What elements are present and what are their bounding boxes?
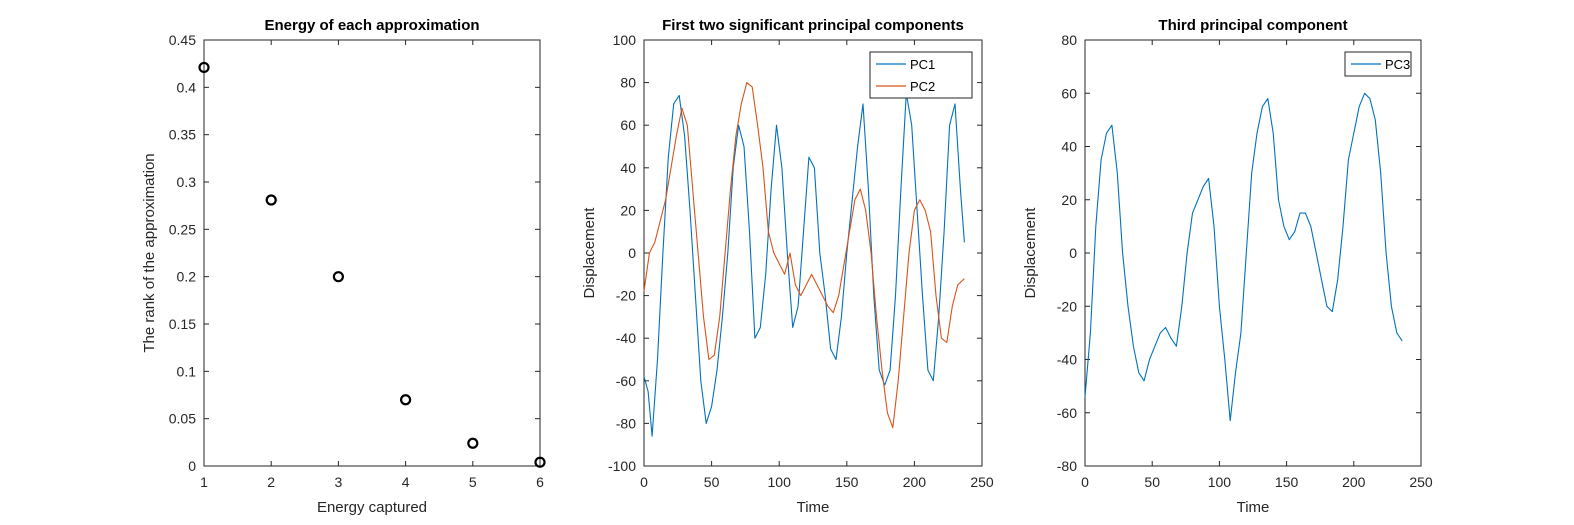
x-tick-label: 2 — [267, 474, 275, 490]
y-tick-label: 60 — [1061, 85, 1077, 101]
y-tick-label: 100 — [613, 32, 637, 48]
chart-title: Energy of each approximation — [264, 17, 479, 34]
y-tick-label: 0.4 — [177, 79, 197, 95]
x-axis-label: Time — [1237, 499, 1270, 516]
y-tick-label: 0.2 — [177, 269, 197, 285]
x-tick-label: 100 — [1208, 474, 1232, 490]
x-tick-label: 4 — [402, 474, 410, 490]
x-tick-label: 50 — [1144, 474, 1160, 490]
y-axis-label: Displacement — [1022, 207, 1039, 299]
y-tick-label: 0.15 — [169, 316, 196, 332]
y-tick-label: 80 — [620, 75, 636, 91]
chart-title: Third principal component — [1158, 17, 1347, 34]
series-line-pc1 — [643, 92, 965, 437]
legend-label: PC2 — [910, 79, 935, 94]
x-tick-label: 150 — [835, 474, 859, 490]
x-tick-label: 100 — [768, 474, 792, 490]
y-tick-label: -20 — [1057, 298, 1077, 314]
series-line-pc2 — [643, 82, 965, 429]
y-tick-label: 0 — [628, 245, 636, 261]
y-tick-label: -40 — [616, 330, 636, 346]
x-axis-label: Time — [797, 499, 830, 516]
x-tick-label: 0 — [640, 474, 648, 490]
data-point — [534, 456, 546, 468]
y-tick-label: 20 — [620, 202, 636, 218]
y-tick-label: 0 — [1069, 245, 1077, 261]
y-tick-label: 40 — [620, 160, 636, 176]
legend-label: PC3 — [1385, 57, 1410, 72]
x-tick-label: 5 — [469, 474, 477, 490]
y-tick-label: 20 — [1061, 192, 1077, 208]
y-tick-label: -40 — [1057, 352, 1077, 368]
legend: PC3 — [1344, 51, 1412, 77]
legend-box — [869, 51, 973, 99]
x-tick-label: 150 — [1275, 474, 1299, 490]
y-tick-label: 0.45 — [169, 32, 196, 48]
x-axis-label: Energy captured — [317, 499, 427, 516]
data-point — [265, 194, 277, 206]
x-tick-label: 6 — [536, 474, 544, 490]
y-tick-label: 0.3 — [177, 174, 197, 190]
axes-box — [203, 39, 541, 467]
x-tick-label: 50 — [704, 474, 720, 490]
y-tick-label: -80 — [1057, 458, 1077, 474]
x-tick-label: 3 — [335, 474, 343, 490]
y-tick-label: 40 — [1061, 139, 1077, 155]
y-tick-label: -60 — [616, 373, 636, 389]
data-point — [467, 437, 479, 449]
y-tick-label: -80 — [616, 415, 636, 431]
axes-box — [1084, 39, 1422, 467]
y-tick-label: -60 — [1057, 405, 1077, 421]
x-tick-label: 250 — [1409, 474, 1433, 490]
data-point — [400, 394, 412, 406]
y-tick-label: 60 — [620, 117, 636, 133]
y-tick-label: 0.1 — [177, 363, 197, 379]
x-tick-label: 1 — [200, 474, 208, 490]
series-line-pc3 — [1084, 92, 1403, 422]
axes-box — [643, 39, 983, 467]
y-tick-label: 0.05 — [169, 411, 196, 427]
data-point — [198, 61, 210, 74]
data-point — [332, 271, 344, 283]
subplot-1: 0 0.05 0.1 0.15 0.2 0.25 0.3 0.35 0.4 0.45 1 2 3 4 5 6 E… — [141, 17, 546, 516]
y-axis-label: The rank of the approximation — [141, 153, 158, 352]
x-tick-label: 250 — [970, 474, 994, 490]
subplot-2: -100 -80 -60 -40 -20 0 20 40 60 80 100 0 50 100 150 200… — [581, 17, 994, 516]
legend-label: PC1 — [910, 57, 935, 72]
y-tick-label: 80 — [1061, 32, 1077, 48]
x-tick-label: 200 — [1342, 474, 1366, 490]
y-tick-label: 0 — [188, 458, 196, 474]
y-tick-label: -100 — [608, 458, 636, 474]
y-tick-label: 0.35 — [169, 127, 196, 143]
x-tick-label: 200 — [903, 474, 927, 490]
x-tick-label: 0 — [1081, 474, 1089, 490]
y-tick-label: -20 — [616, 288, 636, 304]
subplot-3: -80 -60 -40 -20 0 20 40 60 80 0 50 100 150 200 250 Thir… — [1022, 17, 1433, 516]
y-axis-label: Displacement — [581, 207, 598, 299]
y-tick-label: 0.25 — [169, 221, 196, 237]
chart-title: First two significant principal componen… — [662, 17, 964, 34]
